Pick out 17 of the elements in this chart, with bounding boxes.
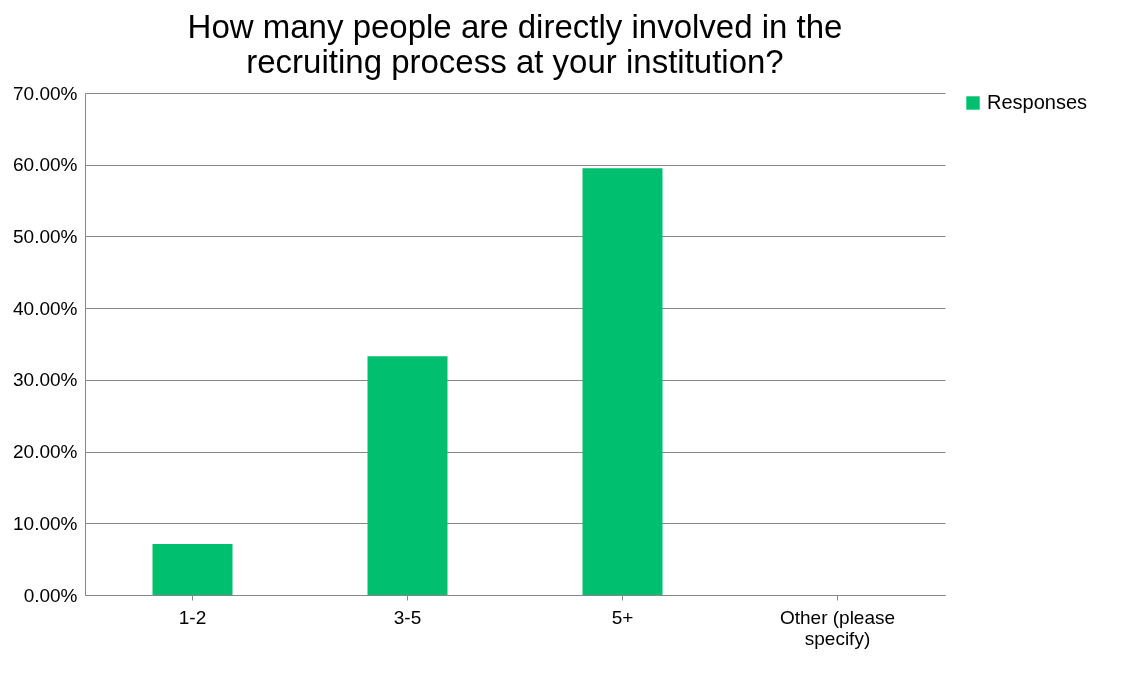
y-tick-label: 20.00% [13, 441, 78, 463]
x-tick-label: 1-2 [178, 606, 207, 628]
y-tick-label: 60.00% [13, 154, 78, 176]
y-tick-label: 40.00% [13, 297, 78, 319]
y-tick-label: 10.00% [13, 512, 78, 534]
y-tick-label: 70.00% [13, 82, 78, 104]
x-tick-label: Other (please specify) [779, 606, 896, 649]
bar [582, 168, 663, 595]
bar [152, 544, 233, 595]
x-tick-label: 5+ [611, 606, 634, 628]
chart-title: How many people are directly involved in the recruiting process at your institution? [187, 8, 843, 80]
y-tick-label: 50.00% [13, 225, 78, 247]
x-tick-label: 3-5 [393, 606, 422, 628]
legend-label: Responses [987, 91, 1088, 113]
y-tick-label: 0.00% [23, 584, 78, 606]
bar [367, 356, 448, 595]
y-tick-label: 30.00% [13, 369, 78, 391]
